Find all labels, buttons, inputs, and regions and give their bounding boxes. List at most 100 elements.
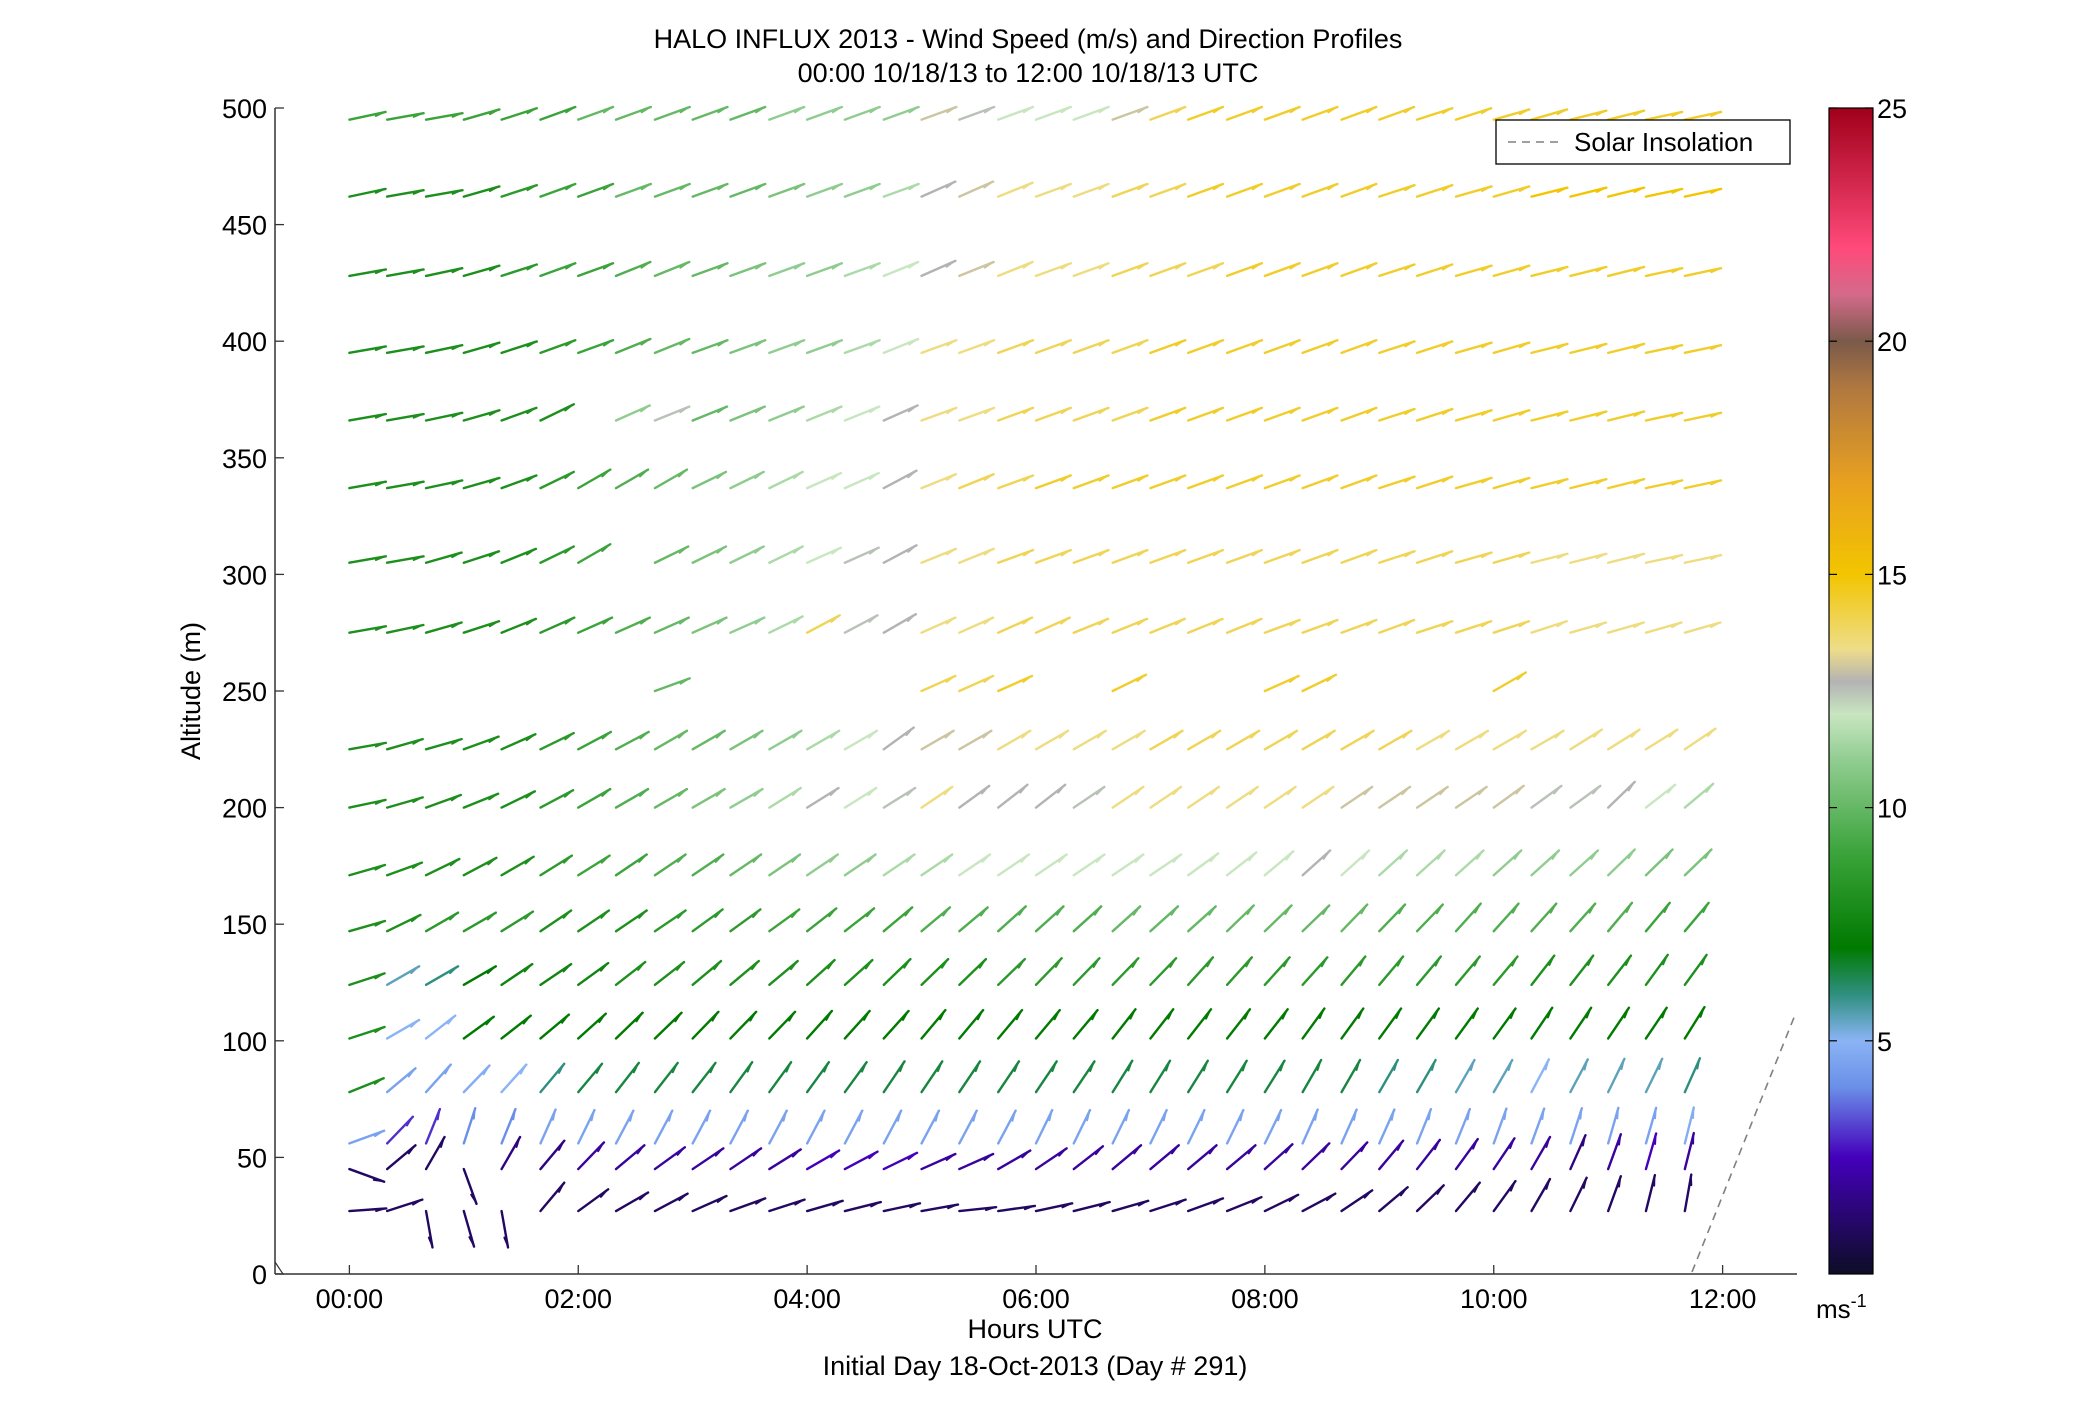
- wind-vector-head: [1098, 106, 1108, 114]
- wind-vector-head: [1663, 903, 1670, 913]
- wind-vector-head: [1131, 958, 1138, 968]
- wind-vector-head: [526, 475, 536, 482]
- wind-vector-head: [1322, 850, 1330, 860]
- wind-vector-head: [1437, 850, 1444, 860]
- wind-vector-head: [1556, 187, 1567, 193]
- wind-vector-head: [983, 474, 993, 481]
- wind-vector-head: [1284, 1144, 1292, 1154]
- wind-vector-head: [679, 338, 689, 346]
- wind-vector-head: [515, 1137, 520, 1148]
- wind-vector-head: [1587, 956, 1593, 966]
- wind-vector-head: [1289, 619, 1299, 627]
- wind-vector-head: [1251, 1197, 1261, 1204]
- chart-title: HALO INFLUX 2013 - Wind Speed (m/s) and …: [654, 24, 1403, 54]
- wind-vector-head: [1162, 1111, 1167, 1122]
- x-tick-label: 10:00: [1460, 1284, 1528, 1314]
- wind-vector-head: [1327, 263, 1337, 270]
- wind-vector-head: [1060, 617, 1069, 625]
- wind-vector-head: [1060, 339, 1070, 347]
- wind-vector-head: [751, 961, 759, 971]
- wind-vector-head: [753, 730, 762, 739]
- wind-vector-head: [1212, 407, 1222, 415]
- wind-vector-head: [1710, 479, 1720, 486]
- wind-vector-head: [411, 862, 421, 869]
- wind-vector-head: [1366, 549, 1376, 557]
- wind-vector-head: [1366, 106, 1376, 114]
- wind-vector-head: [791, 1149, 800, 1158]
- axis-corner-mark: [274, 1261, 284, 1275]
- wind-vector-head: [451, 112, 462, 118]
- wind-vector-head: [561, 1015, 569, 1024]
- wind-vector-head: [785, 1062, 791, 1073]
- wind-vector-head: [564, 617, 574, 625]
- wind-vector-head: [1241, 1061, 1247, 1072]
- wind-vector-head: [979, 907, 987, 917]
- wind-vector-head: [907, 1152, 917, 1161]
- wind-vector-head: [598, 1014, 606, 1024]
- wind-vector-head: [1137, 1200, 1148, 1207]
- wind-vector-head: [1709, 622, 1720, 629]
- wind-vector-head: [1022, 106, 1032, 114]
- colorbar-unit-exponent: -1: [1851, 1291, 1867, 1311]
- colorbar-tick-label: 15: [1877, 560, 1907, 590]
- wind-vector-head: [1518, 477, 1529, 484]
- wind-vector-head: [755, 1198, 765, 1205]
- wind-vector-head: [632, 1063, 639, 1074]
- wind-vector-head: [1588, 904, 1595, 914]
- wind-vector-head: [1022, 339, 1032, 347]
- wind-vector-head: [1251, 339, 1261, 347]
- wind-vector-head: [831, 547, 840, 555]
- wind-vector-head: [1481, 552, 1491, 559]
- wind-vector-head: [716, 1195, 726, 1203]
- wind-vector-head: [1322, 1143, 1329, 1153]
- wind-level-305: [348, 543, 1723, 564]
- wind-vector-head: [830, 730, 839, 739]
- wind-vector-head: [1289, 263, 1299, 270]
- wind-vector-head: [558, 1141, 564, 1151]
- wind-vector-head: [1518, 620, 1528, 628]
- wind-vector-head: [1279, 1061, 1285, 1072]
- wind-vector-head: [602, 339, 612, 347]
- wind-vector-head: [945, 548, 955, 556]
- wind-vector-head: [711, 1012, 718, 1022]
- wind-vector-head: [983, 339, 994, 347]
- wind-vector-head: [1507, 1060, 1513, 1071]
- wind-vector-head: [679, 183, 689, 191]
- wind-vector-head: [472, 1109, 476, 1120]
- wind-vector-head: [908, 183, 918, 191]
- y-tick-label: 200: [222, 794, 267, 824]
- wind-vector-head: [412, 555, 423, 561]
- wind-vector-head: [1433, 1140, 1440, 1151]
- wind-vector-head: [451, 622, 461, 629]
- wind-vector-head: [1366, 619, 1376, 627]
- wind-vector-head: [1625, 956, 1631, 966]
- wind-vector-head: [677, 730, 687, 739]
- wind-vector-head: [1175, 1199, 1185, 1206]
- wind-vector-head: [981, 854, 990, 863]
- wind-level-366: [348, 403, 1723, 422]
- wind-vector-head: [1434, 957, 1441, 967]
- wind-vector-head: [412, 738, 422, 745]
- wind-vector-head: [602, 617, 612, 625]
- wind-vector-head: [752, 909, 760, 919]
- wind-vector-head: [1701, 955, 1707, 966]
- wind-vector-head: [794, 183, 804, 191]
- wind-vector-head: [1095, 854, 1104, 863]
- wind-vector-head: [1137, 106, 1147, 114]
- wind-vector-head: [1546, 1008, 1552, 1019]
- wind-vector-head: [896, 1111, 902, 1122]
- wind-vector-head: [1595, 478, 1606, 485]
- wind-vector-head: [1018, 906, 1026, 916]
- wind-vector-head: [1480, 620, 1491, 628]
- wind-vector-head: [599, 1189, 608, 1198]
- wind-vector-head: [1401, 787, 1410, 796]
- colorbar-unit: ms-1: [1816, 1291, 1867, 1324]
- wind-vector-head: [1710, 554, 1720, 561]
- wind-vector-head: [375, 1207, 386, 1213]
- wind-vector-head: [1671, 111, 1681, 117]
- wind-vector-head: [1403, 619, 1413, 627]
- wind-vector-head: [1093, 906, 1101, 916]
- wind-vector-head: [638, 910, 646, 919]
- wind-vector-head: [558, 1183, 564, 1193]
- wind-vector-head: [1243, 1010, 1250, 1020]
